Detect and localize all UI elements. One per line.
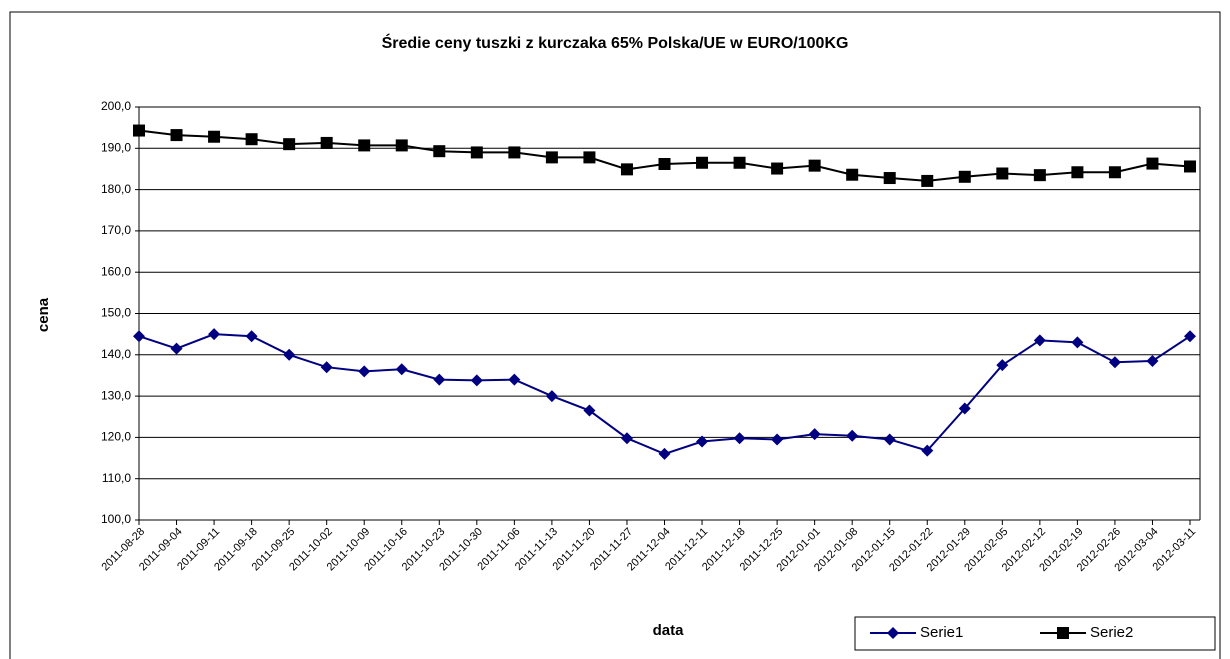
y-tick-label: 170,0 bbox=[101, 223, 131, 237]
point bbox=[808, 159, 821, 172]
chart-title: Średie ceny tuszki z kurczaka 65% Polska… bbox=[382, 33, 849, 52]
point bbox=[696, 435, 709, 448]
point bbox=[921, 174, 934, 187]
point bbox=[958, 170, 971, 183]
point bbox=[1108, 166, 1121, 179]
point bbox=[1184, 160, 1196, 173]
x-axis-label: data bbox=[653, 622, 685, 639]
point bbox=[395, 139, 408, 152]
point bbox=[433, 373, 446, 386]
point bbox=[283, 138, 296, 151]
point bbox=[620, 163, 633, 176]
point bbox=[470, 374, 483, 387]
point bbox=[245, 133, 258, 146]
point bbox=[320, 136, 333, 149]
point bbox=[1184, 330, 1196, 343]
y-tick-label: 190,0 bbox=[101, 140, 131, 154]
point bbox=[808, 428, 821, 441]
point bbox=[846, 429, 859, 442]
point bbox=[1146, 157, 1159, 170]
point bbox=[545, 151, 558, 164]
legend-label: Serie1 bbox=[920, 624, 963, 641]
point bbox=[771, 433, 784, 446]
point bbox=[883, 433, 896, 446]
point bbox=[958, 402, 971, 415]
point bbox=[1071, 336, 1084, 349]
point bbox=[470, 146, 483, 159]
point bbox=[320, 361, 333, 374]
y-tick-label: 200,0 bbox=[101, 99, 131, 113]
point bbox=[170, 129, 183, 142]
y-tick-label: 150,0 bbox=[101, 306, 131, 320]
y-tick-label: 180,0 bbox=[101, 182, 131, 196]
point bbox=[433, 145, 446, 158]
point bbox=[696, 156, 709, 169]
y-tick-label: 140,0 bbox=[101, 347, 131, 361]
y-axis-label: cena bbox=[35, 297, 52, 332]
point bbox=[358, 139, 371, 152]
point bbox=[1033, 334, 1046, 347]
point bbox=[583, 404, 596, 417]
y-tick-label: 100,0 bbox=[101, 512, 131, 526]
point bbox=[771, 162, 784, 175]
point bbox=[620, 432, 633, 445]
y-tick-label: 110,0 bbox=[102, 471, 131, 485]
point bbox=[921, 444, 934, 457]
point bbox=[583, 151, 596, 164]
point bbox=[170, 342, 183, 355]
y-tick-label: 120,0 bbox=[101, 430, 131, 444]
point bbox=[508, 146, 521, 159]
point bbox=[358, 365, 371, 378]
point bbox=[395, 363, 408, 376]
point bbox=[733, 156, 746, 169]
point bbox=[658, 157, 671, 170]
point bbox=[996, 167, 1009, 180]
point bbox=[508, 373, 521, 386]
point bbox=[846, 168, 859, 181]
point bbox=[245, 330, 258, 343]
point bbox=[887, 627, 899, 639]
point bbox=[545, 390, 558, 403]
legend-label: Serie2 bbox=[1090, 624, 1133, 641]
point bbox=[1057, 627, 1069, 639]
y-tick-label: 130,0 bbox=[101, 388, 131, 402]
y-tick-label: 160,0 bbox=[101, 264, 131, 278]
point bbox=[208, 130, 221, 143]
point bbox=[1146, 354, 1159, 367]
point bbox=[133, 124, 145, 137]
point bbox=[283, 348, 296, 361]
point bbox=[733, 432, 746, 445]
point bbox=[1071, 166, 1084, 179]
point bbox=[658, 447, 671, 460]
point bbox=[1033, 169, 1046, 182]
point bbox=[996, 359, 1009, 372]
point bbox=[133, 330, 145, 343]
point bbox=[883, 172, 896, 185]
point bbox=[208, 328, 221, 341]
point bbox=[1108, 356, 1121, 369]
